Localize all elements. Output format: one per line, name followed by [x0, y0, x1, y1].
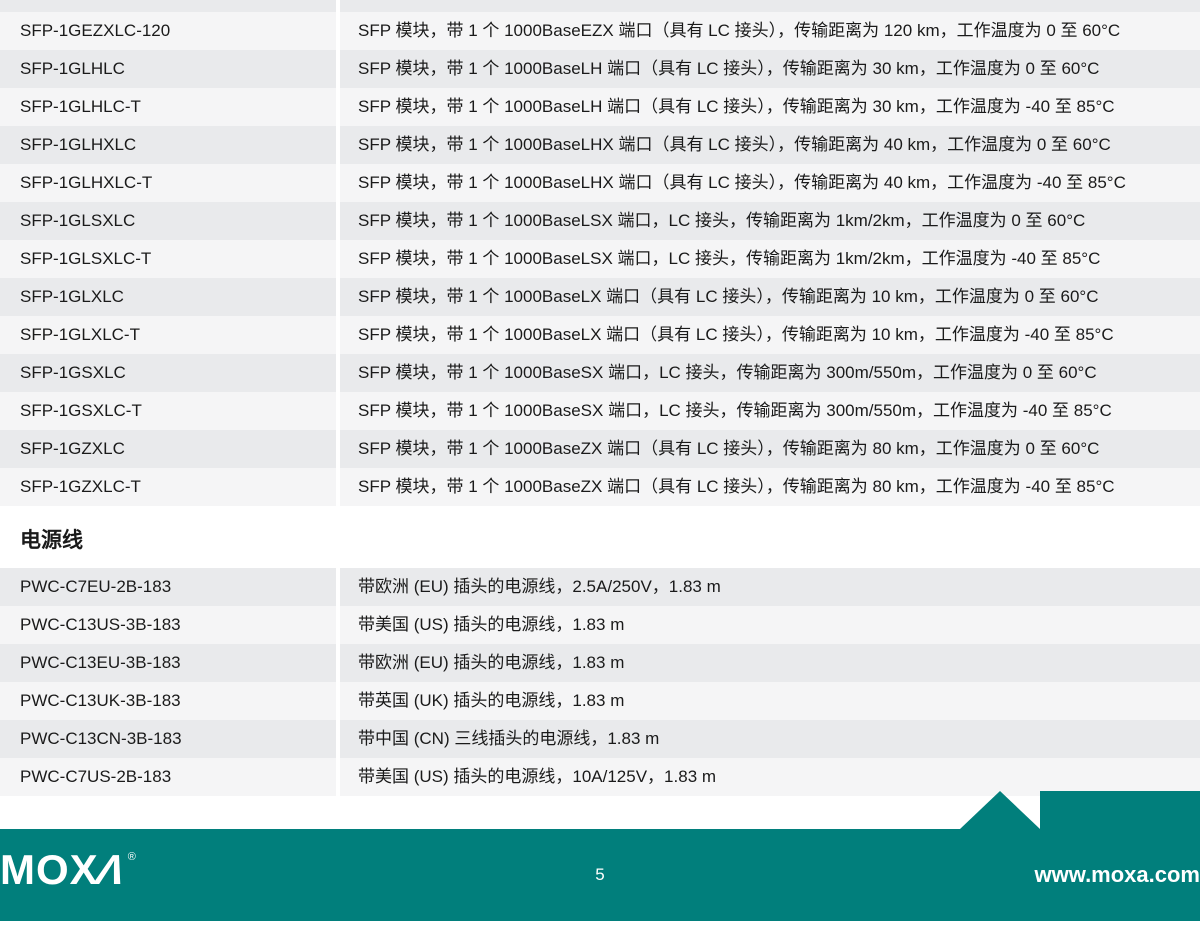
table-row: SFP-1GLHXLC-TSFP 模块，带 1 个 1000BaseLHX 端口…: [0, 164, 1200, 202]
product-desc-cell: SFP 模块，带 1 个 1000BaseEZX 端口（具有 LC 接头），传输…: [340, 0, 1200, 12]
product-model-cell: SFP-1GLHLC-T: [0, 88, 340, 126]
product-desc-cell: SFP 模块，带 1 个 1000BaseLHX 端口（具有 LC 接头），传输…: [340, 164, 1200, 202]
product-model-cell: SFP-1GLSXLC: [0, 202, 340, 240]
table-row: SFP-1GSXLCSFP 模块，带 1 个 1000BaseSX 端口，LC …: [0, 354, 1200, 392]
product-model-cell: SFP-1GZXLC: [0, 430, 340, 468]
product-desc-cell: 带欧洲 (EU) 插头的电源线，1.83 m: [340, 644, 1200, 682]
table-row: SFP-1GLXLCSFP 模块，带 1 个 1000BaseLX 端口（具有 …: [0, 278, 1200, 316]
product-desc-cell: SFP 模块，带 1 个 1000BaseEZX 端口（具有 LC 接头），传输…: [340, 12, 1200, 50]
product-desc-cell: SFP 模块，带 1 个 1000BaseLX 端口（具有 LC 接头），传输距…: [340, 278, 1200, 316]
table-row: SFP-1GLSXLCSFP 模块，带 1 个 1000BaseLSX 端口，L…: [0, 202, 1200, 240]
table-row: PWC-C13EU-3B-183带欧洲 (EU) 插头的电源线，1.83 m: [0, 644, 1200, 682]
product-desc-cell: SFP 模块，带 1 个 1000BaseSX 端口，LC 接头，传输距离为 3…: [340, 392, 1200, 430]
product-model-cell: PWC-C7EU-2B-183: [0, 568, 340, 606]
product-model-cell: PWC-C13EU-3B-183: [0, 644, 340, 682]
product-model-cell: SFP-1GLHXLC: [0, 126, 340, 164]
table-row: SFP-1GSXLC-TSFP 模块，带 1 个 1000BaseSX 端口，L…: [0, 392, 1200, 430]
product-model-cell: PWC-C7US-2B-183: [0, 758, 340, 796]
product-desc-cell: SFP 模块，带 1 个 1000BaseSX 端口，LC 接头，传输距离为 3…: [340, 354, 1200, 392]
footer-url: www.moxa.com: [1035, 862, 1200, 888]
moxa-logo: MOXΛ ®: [0, 849, 136, 891]
product-desc-cell: 带美国 (US) 插头的电源线，1.83 m: [340, 606, 1200, 644]
page-number: 5: [595, 865, 604, 885]
product-desc-cell: 带英国 (UK) 插头的电源线，1.83 m: [340, 682, 1200, 720]
table-row: PWC-C13US-3B-183带美国 (US) 插头的电源线，1.83 m: [0, 606, 1200, 644]
product-model-cell: SFP-1GLHLC: [0, 50, 340, 88]
table-row: SFP-1GLHLCSFP 模块，带 1 个 1000BaseLH 端口（具有 …: [0, 50, 1200, 88]
product-model-cell: SFP-1GSXLC-T: [0, 392, 340, 430]
product-desc-cell: SFP 模块，带 1 个 1000BaseLH 端口（具有 LC 接头），传输距…: [340, 50, 1200, 88]
table-row: SFP-1GZXLC-TSFP 模块，带 1 个 1000BaseZX 端口（具…: [0, 468, 1200, 506]
product-model-cell: SFP-1GLXLC: [0, 278, 340, 316]
product-desc-cell: SFP 模块，带 1 个 1000BaseLSX 端口，LC 接头，传输距离为 …: [340, 240, 1200, 278]
page-footer: MOXΛ ® 5 www.moxa.com: [0, 829, 1200, 921]
product-desc-cell: SFP 模块，带 1 个 1000BaseLSX 端口，LC 接头，传输距离为 …: [340, 202, 1200, 240]
table-row: SFP-1GEZXLC-120SFP 模块，带 1 个 1000BaseEZX …: [0, 12, 1200, 50]
product-model-cell: SFP-1GLHXLC-T: [0, 164, 340, 202]
product-model-cell: PWC-C13US-3B-183: [0, 606, 340, 644]
table-row: PWC-C7EU-2B-183带欧洲 (EU) 插头的电源线，2.5A/250V…: [0, 568, 1200, 606]
product-model-cell: SFP-1GEZXLC: [0, 0, 340, 12]
product-desc-cell: SFP 模块，带 1 个 1000BaseLHX 端口（具有 LC 接头），传输…: [340, 126, 1200, 164]
table-row: SFP-1GEZXLCSFP 模块，带 1 个 1000BaseEZX 端口（具…: [0, 0, 1200, 12]
product-desc-cell: 带欧洲 (EU) 插头的电源线，2.5A/250V，1.83 m: [340, 568, 1200, 606]
product-desc-cell: SFP 模块，带 1 个 1000BaseZX 端口（具有 LC 接头），传输距…: [340, 468, 1200, 506]
product-desc-cell: SFP 模块，带 1 个 1000BaseZX 端口（具有 LC 接头），传输距…: [340, 430, 1200, 468]
section-title-power-cords: 电源线: [0, 506, 1200, 568]
product-model-cell: SFP-1GZXLC-T: [0, 468, 340, 506]
product-model-cell: SFP-1GSXLC: [0, 354, 340, 392]
product-model-cell: SFP-1GLXLC-T: [0, 316, 340, 354]
table-row: PWC-C13UK-3B-183带英国 (UK) 插头的电源线，1.83 m: [0, 682, 1200, 720]
table-row: SFP-1GLXLC-TSFP 模块，带 1 个 1000BaseLX 端口（具…: [0, 316, 1200, 354]
table-row: SFP-1GLSXLC-TSFP 模块，带 1 个 1000BaseLSX 端口…: [0, 240, 1200, 278]
product-model-cell: PWC-C13CN-3B-183: [0, 720, 340, 758]
power-cords-table: PWC-C7EU-2B-183带欧洲 (EU) 插头的电源线，2.5A/250V…: [0, 568, 1200, 796]
table-row: SFP-1GLHLC-TSFP 模块，带 1 个 1000BaseLH 端口（具…: [0, 88, 1200, 126]
table-row: SFP-1GLHXLCSFP 模块，带 1 个 1000BaseLHX 端口（具…: [0, 126, 1200, 164]
product-desc-cell: SFP 模块，带 1 个 1000BaseLH 端口（具有 LC 接头），传输距…: [340, 88, 1200, 126]
product-model-cell: SFP-1GEZXLC-120: [0, 12, 340, 50]
table-row: PWC-C13CN-3B-183带中国 (CN) 三线插头的电源线，1.83 m: [0, 720, 1200, 758]
table-row: SFP-1GZXLCSFP 模块，带 1 个 1000BaseZX 端口（具有 …: [0, 430, 1200, 468]
product-model-cell: PWC-C13UK-3B-183: [0, 682, 340, 720]
sfp-modules-table: SFP-1GEZXLCSFP 模块，带 1 个 1000BaseEZX 端口（具…: [0, 0, 1200, 506]
product-desc-cell: 带中国 (CN) 三线插头的电源线，1.83 m: [340, 720, 1200, 758]
product-desc-cell: SFP 模块，带 1 个 1000BaseLX 端口（具有 LC 接头），传输距…: [340, 316, 1200, 354]
product-model-cell: SFP-1GLSXLC-T: [0, 240, 340, 278]
